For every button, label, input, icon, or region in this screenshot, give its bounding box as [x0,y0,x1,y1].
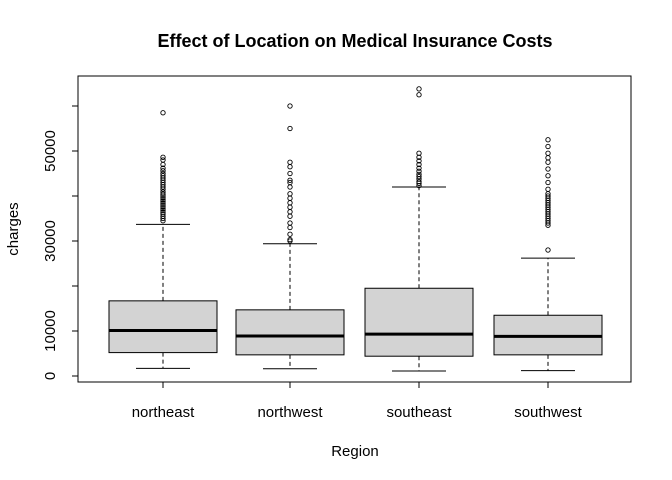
x-axis-label: Region [331,443,379,460]
outlier-point [288,196,292,200]
outlier-point [288,126,292,130]
outlier-point [546,174,550,178]
outlier-point [546,151,550,155]
iqr-box [109,301,217,353]
outlier-point [161,155,165,159]
iqr-box [236,310,344,355]
box-southwest [494,138,602,371]
outlier-point [546,156,550,160]
chart-title: Effect of Location on Medical Insurance … [157,31,552,51]
x-tick-label: southwest [514,404,582,421]
outlier-point [288,221,292,225]
outlier-point [546,138,550,142]
outlier-point [288,201,292,205]
outlier-point [546,144,550,148]
outlier-point [546,160,550,164]
outlier-point [417,93,421,97]
outlier-point [288,210,292,214]
outlier-point [546,187,550,191]
x-tick-label: southeast [386,404,452,421]
y-axis-label: charges [5,202,22,255]
plot-layer [109,87,602,371]
outlier-point [288,192,292,196]
outlier-point [288,104,292,108]
box-southeast [365,87,473,371]
outlier-point [546,248,550,252]
outlier-point [546,167,550,171]
iqr-box [365,288,473,356]
box-northwest [236,104,344,369]
outlier-point [288,205,292,209]
outlier-point [288,160,292,164]
outlier-point [288,232,292,236]
y-tick-label: 0 [42,372,59,380]
outlier-point [546,180,550,184]
outlier-point [288,185,292,189]
x-tick-label: northeast [132,404,195,421]
outlier-point [288,214,292,218]
outlier-point [288,165,292,169]
y-tick-label: 10000 [42,310,59,352]
outlier-point [417,87,421,91]
outlier-point [288,171,292,175]
outlier-point [288,225,292,229]
box-northeast [109,111,217,369]
x-axis: northeast northwest southeast southwest [132,382,583,421]
outlier-point [161,111,165,115]
y-axis: 0 10000 30000 50000 [42,106,78,380]
y-tick-label: 30000 [42,220,59,262]
x-tick-label: northwest [257,404,323,421]
y-tick-label: 50000 [42,130,59,172]
